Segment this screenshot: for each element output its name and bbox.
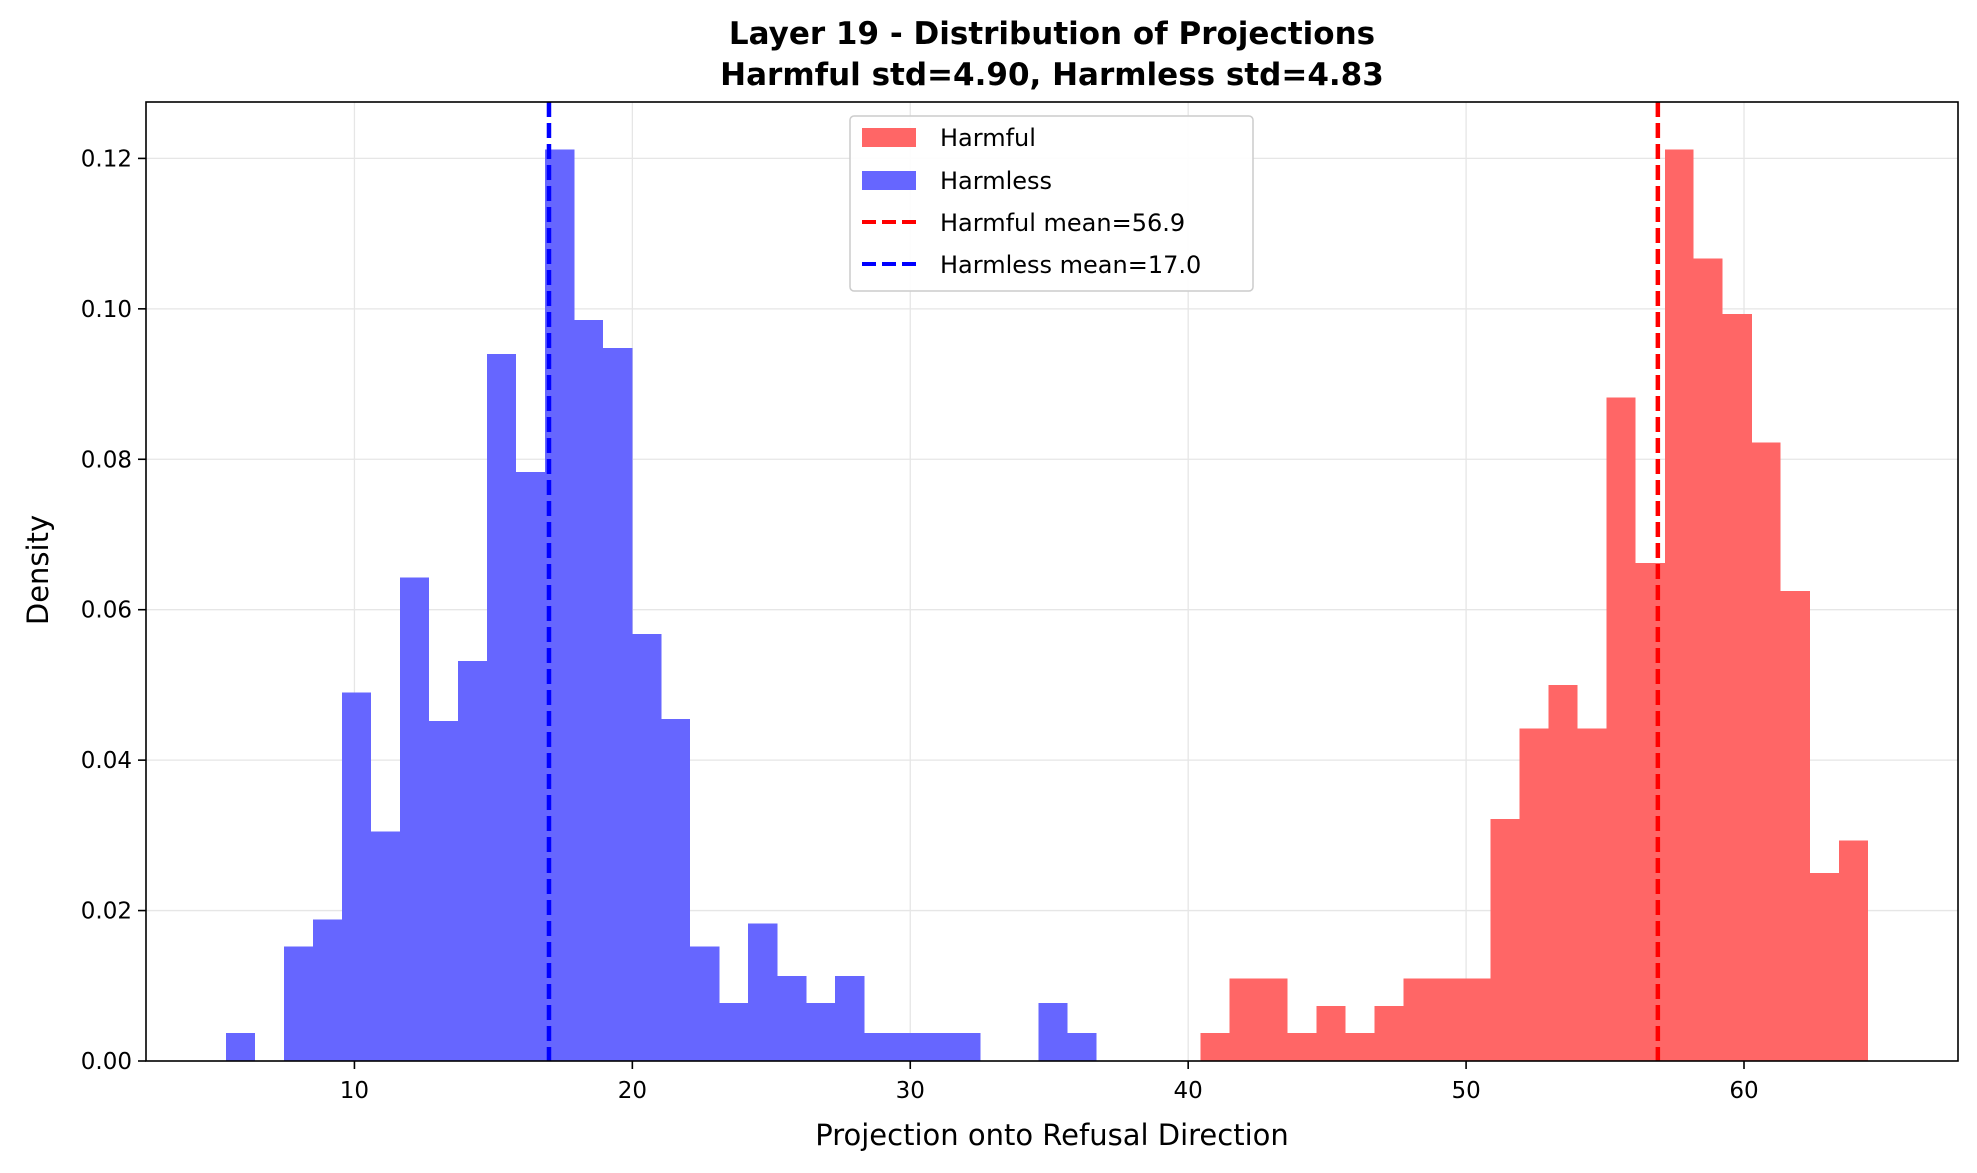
x-axis-label: Projection onto Refusal Direction xyxy=(815,1118,1289,1152)
histogram-bar-harmful xyxy=(1317,1006,1346,1061)
histogram-bar-harmless xyxy=(516,472,545,1061)
histogram-bar-harmless xyxy=(429,721,458,1061)
histogram-bar-harmful xyxy=(1404,978,1433,1061)
y-tick-label: 0.04 xyxy=(81,748,132,774)
legend-label-harmful-mean: Harmful mean=56.9 xyxy=(940,209,1185,237)
histogram-bar-harmless xyxy=(748,923,777,1061)
y-tick-label: 0.08 xyxy=(81,447,132,473)
histogram-bar-harmful xyxy=(1607,398,1636,1061)
y-tick-label: 0.12 xyxy=(81,146,132,172)
y-axis-label: Density xyxy=(21,515,55,625)
histogram-bar-harmful xyxy=(1839,841,1868,1061)
histogram-bar-harmful xyxy=(1578,729,1607,1061)
histogram-bar-harmless xyxy=(893,1033,922,1061)
histogram-bar-harmless xyxy=(574,320,603,1061)
x-tick-label: 40 xyxy=(1174,1078,1203,1104)
y-tick-label: 0.00 xyxy=(81,1049,132,1075)
histogram-bar-harmless xyxy=(313,920,342,1061)
histogram-bar-harmless xyxy=(458,661,487,1061)
histogram-bar-harmless xyxy=(371,832,400,1061)
histogram-bar-harmless xyxy=(951,1033,980,1061)
y-tick-label: 0.06 xyxy=(81,598,132,624)
y-tick-label: 0.02 xyxy=(81,899,132,925)
histogram-bar-harmless xyxy=(719,1003,748,1061)
y-tick-label: 0.10 xyxy=(81,297,132,323)
x-tick-label: 60 xyxy=(1729,1078,1758,1104)
histogram-bar-harmless xyxy=(342,692,371,1061)
x-tick-label: 50 xyxy=(1451,1078,1480,1104)
histogram-bar-harmful xyxy=(1781,591,1810,1061)
histogram-bar-harmful xyxy=(1374,1006,1403,1061)
legend-swatch-harmless xyxy=(862,171,916,190)
legend-label-harmless-mean: Harmless mean=17.0 xyxy=(940,251,1201,279)
histogram-bar-harmless xyxy=(400,577,429,1061)
x-tick-label: 10 xyxy=(340,1078,369,1104)
histogram-bar-harmless xyxy=(864,1033,893,1061)
histogram-bar-harmless xyxy=(632,634,661,1061)
histogram-bar-harmful xyxy=(1810,873,1839,1061)
histogram-bar-harmful xyxy=(1491,819,1520,1061)
chart-title-line-2: Harmful std=4.90, Harmless std=4.83 xyxy=(720,57,1384,93)
histogram-bar-harmful xyxy=(1462,978,1491,1061)
histogram-bar-harmless xyxy=(1038,1003,1067,1061)
legend-swatch-harmful xyxy=(862,128,916,147)
histogram-bar-harmful xyxy=(1636,563,1665,1061)
histogram-bar-harmful xyxy=(1549,685,1578,1061)
x-tick-label: 30 xyxy=(896,1078,925,1104)
legend-label-harmless: Harmless xyxy=(940,167,1052,195)
histogram-bar-harmless xyxy=(777,976,806,1061)
histogram-bar-harmful xyxy=(1723,314,1752,1061)
histogram-bar-harmful xyxy=(1432,978,1461,1061)
chart-title-line-1: Layer 19 - Distribution of Projections xyxy=(729,16,1375,52)
histogram-bar-harmless xyxy=(922,1033,951,1061)
histogram-bar-harmless xyxy=(487,354,516,1061)
histogram-bar-harmless xyxy=(603,348,632,1061)
histogram-bar-harmless xyxy=(226,1033,255,1061)
histogram-bar-harmful xyxy=(1345,1033,1374,1061)
histogram-bar-harmless xyxy=(806,1003,835,1061)
histogram-bar-harmful xyxy=(1694,258,1723,1061)
histogram-bar-harmless xyxy=(690,947,719,1061)
histogram-bar-harmless xyxy=(835,976,864,1061)
legend-label-harmful: Harmful xyxy=(940,124,1036,152)
histogram-bar-harmful xyxy=(1229,978,1258,1061)
legend: Harmful Harmless Harmful mean=56.9 Harml… xyxy=(850,116,1253,291)
histogram-bar-harmless xyxy=(284,947,313,1061)
histogram-bar-harmless xyxy=(1068,1033,1097,1061)
histogram-bar-harmful xyxy=(1258,978,1287,1061)
histogram-bar-harmful xyxy=(1665,149,1694,1061)
x-tick-label: 20 xyxy=(618,1078,647,1104)
histogram-bar-harmful xyxy=(1287,1033,1316,1061)
histogram-bar-harmful xyxy=(1200,1033,1229,1061)
histogram-bar-harmless xyxy=(661,719,690,1061)
histogram-bar-harmful xyxy=(1520,729,1549,1061)
histogram-bar-harmful xyxy=(1752,443,1781,1061)
